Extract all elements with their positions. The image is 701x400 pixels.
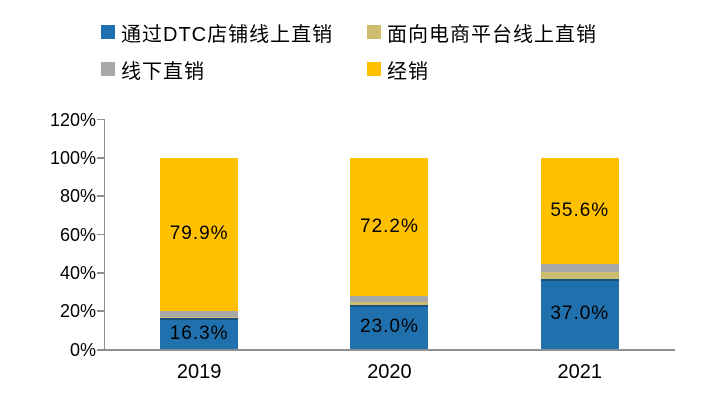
bar-segment-2020-series0 xyxy=(350,305,429,350)
x-axis-tick-label: 2020 xyxy=(367,361,412,383)
data-label-2020-series3: 72.2% xyxy=(360,216,419,238)
bar-segment-2019-series1 xyxy=(160,316,239,319)
bar-segment-2019-series2 xyxy=(160,310,239,317)
y-axis-line xyxy=(103,119,106,351)
y-axis-tick-label: 120% xyxy=(49,109,96,130)
legend-label: 通过DTC店铺线上直销 xyxy=(121,23,334,46)
x-axis-tick-label: 2019 xyxy=(176,361,222,383)
bar-segment-2021-series0 xyxy=(540,278,619,350)
legend-swatch-yellow xyxy=(367,62,381,76)
legend-label: 经销 xyxy=(387,60,429,83)
data-label-2019-series0: 16.3% xyxy=(169,322,229,344)
y-axis-tick-mark xyxy=(97,195,105,197)
y-axis-tick-label: 20% xyxy=(59,301,96,322)
y-axis-tick-label: 80% xyxy=(59,186,96,207)
bar-segment-2019-series3 xyxy=(160,157,239,311)
bar-segment-2019-series0 xyxy=(160,318,239,350)
y-axis-tick-mark xyxy=(97,310,105,312)
bar-segment-2021-series2 xyxy=(540,264,619,273)
y-axis-tick-label: 100% xyxy=(49,147,96,168)
y-axis-tick-mark xyxy=(97,233,105,236)
x-axis-line xyxy=(97,349,675,351)
legend-swatch-blue xyxy=(101,25,115,39)
legend-swatch-gray xyxy=(101,62,115,76)
bar-segment-2020-series3 xyxy=(350,157,429,297)
y-axis-tick-label: 40% xyxy=(59,262,96,283)
y-axis-tick-mark xyxy=(97,157,105,159)
legend-item-dtc-online-direct: 通过DTC店铺线上直销 xyxy=(101,20,334,46)
y-axis-tick-mark xyxy=(97,118,105,121)
y-axis-tick-label: 0% xyxy=(69,339,96,360)
bar-segment-2021-series3 xyxy=(540,157,619,265)
data-label-2021-series0: 37.0% xyxy=(550,303,610,325)
bar-segment-2020-series2 xyxy=(350,296,429,302)
data-label-2021-series3: 55.6% xyxy=(550,200,610,222)
legend-item-distribution: 经销 xyxy=(367,57,429,83)
x-axis-tick-label: 2021 xyxy=(557,361,603,383)
data-label-2019-series3: 79.9% xyxy=(169,223,229,245)
legend-item-ecommerce-platform-direct: 面向电商平台线上直销 xyxy=(367,20,597,46)
legend-swatch-tan xyxy=(367,25,381,39)
y-axis-tick-mark xyxy=(97,272,105,274)
data-label-2020-series0: 23.0% xyxy=(360,316,419,338)
legend-label: 线下直销 xyxy=(121,60,205,83)
legend-item-offline-direct: 线下直销 xyxy=(101,57,205,83)
legend-label: 面向电商平台线上直销 xyxy=(387,23,597,46)
y-axis-tick-label: 60% xyxy=(59,224,96,245)
bar-segment-2021-series1 xyxy=(540,272,619,279)
bar-segment-2020-series1 xyxy=(350,301,429,306)
